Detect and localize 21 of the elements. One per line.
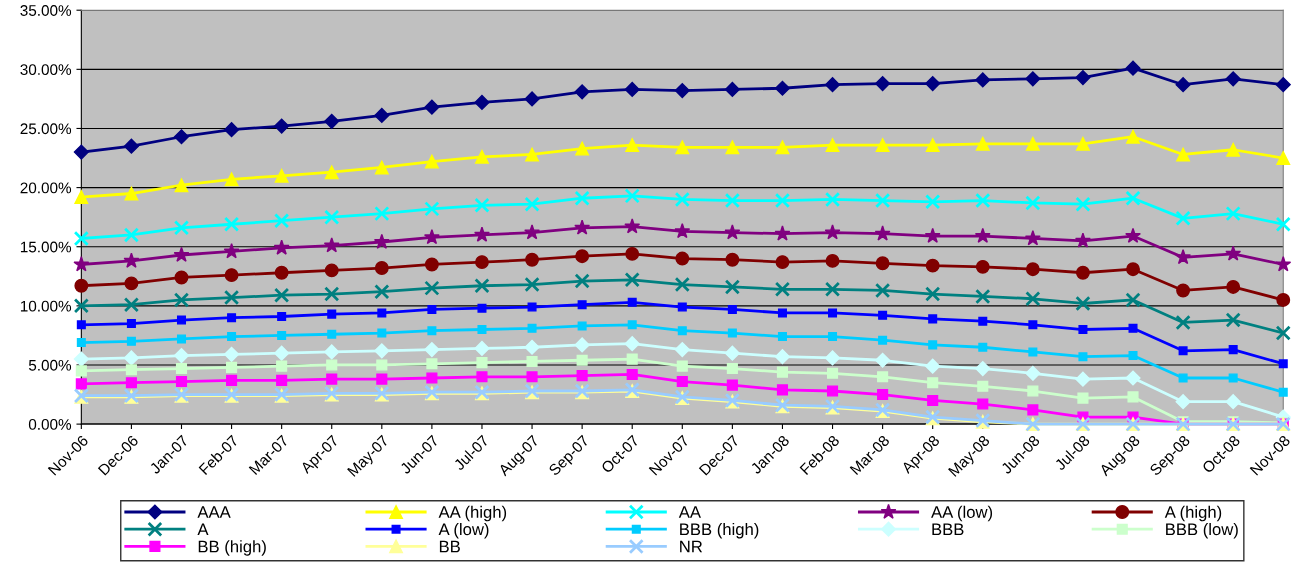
legend-label: NR [680,540,703,553]
legend-label: BB [439,540,460,553]
legend-label: BBB [932,523,964,536]
legend-label: BB (high) [198,540,266,556]
y-tick-label: 5.00% [28,359,72,371]
legend-label: AA (high) [438,505,507,522]
y-tick-label: 0.00% [28,418,72,430]
y-tick-label: 15.00% [20,241,72,253]
legend-label: AAA [197,506,231,518]
y-tick-label: 10.00% [20,300,72,312]
legend-label: BBB (high) [680,522,759,539]
y-tick-label: 35.00% [20,5,72,16]
legend-label: AA [678,506,701,518]
legend-label: A (high) [1164,505,1222,522]
legend-label: A (low) [438,522,489,539]
y-tick-label: 20.00% [20,182,72,194]
legend-label: BBB (low) [1166,522,1238,539]
y-tick-label: 30.00% [20,64,72,76]
legend-label: A [197,523,209,536]
legend-label: AA (low) [931,505,993,522]
y-tick-label: 25.00% [20,123,72,135]
